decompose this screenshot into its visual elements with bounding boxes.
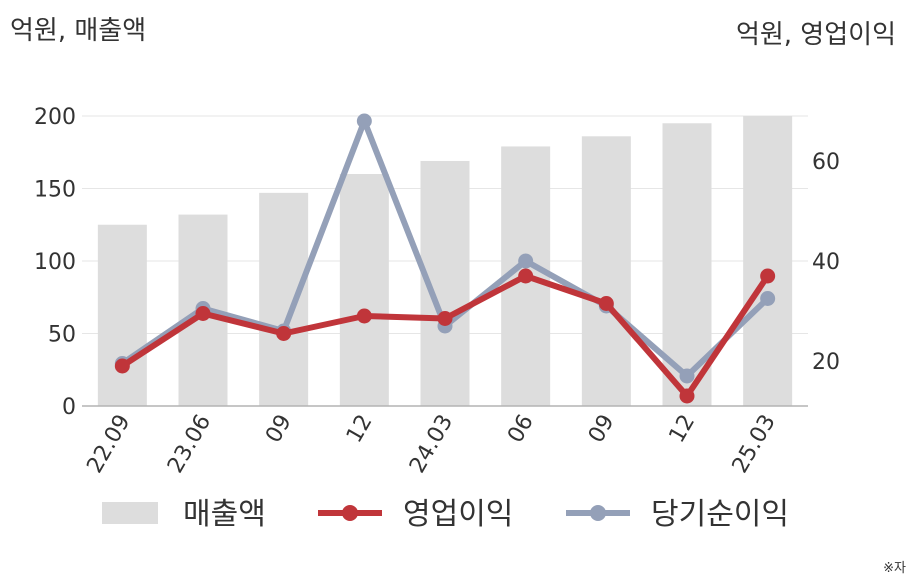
x-tick-label: 23.06 [163,411,216,478]
data-point [437,311,453,326]
x-tick-label: 24.03 [405,411,458,478]
data-point [518,268,534,284]
line-series [114,113,776,404]
right-tick-label: 60 [812,150,840,175]
data-point [356,113,372,129]
bar [581,136,631,407]
x-tick-label: 12 [665,411,701,448]
data-point [276,326,292,341]
data-point [760,291,776,306]
x-tick-label: 22.09 [82,411,135,478]
x-tick-label: 06 [503,411,539,448]
data-point [518,253,534,269]
data-point [760,268,776,284]
data-point [598,296,614,311]
legend-label: 영업이익 [403,497,513,532]
left-tick-label: 100 [34,250,76,275]
left-tick-label: 0 [62,395,76,420]
data-point [114,358,130,374]
legend: 매출액 영업이익 당기순이익 [102,497,789,532]
x-tick-label: 25.03 [728,411,781,478]
left-tick-label: 200 [34,105,76,130]
bar [339,174,389,406]
right-tick-label: 40 [812,250,840,275]
left-tick-label: 50 [48,323,76,348]
left-tick-label: 150 [34,178,76,203]
legend-marker [342,505,358,521]
legend-label: 당기순이익 [651,497,789,532]
legend-marker [590,505,606,521]
footnote: ※자 [883,561,906,576]
x-tick-label: 12 [342,411,378,448]
right-axis-unit: 억원, 영업이익 [735,20,896,50]
left-axis-unit: 억원, 매출액 [10,16,147,46]
data-point [679,388,695,404]
x-tick-label: 09 [584,411,620,448]
bar [259,192,309,406]
data-point [356,308,372,324]
bar-series [97,116,793,407]
legend-label: 매출액 [183,497,266,532]
data-point [195,306,211,321]
bar [97,224,147,406]
legend-swatch [102,502,158,524]
x-tick-label: 09 [261,411,297,448]
right-tick-label: 20 [812,350,840,375]
data-point [679,368,695,384]
bar [743,116,793,406]
